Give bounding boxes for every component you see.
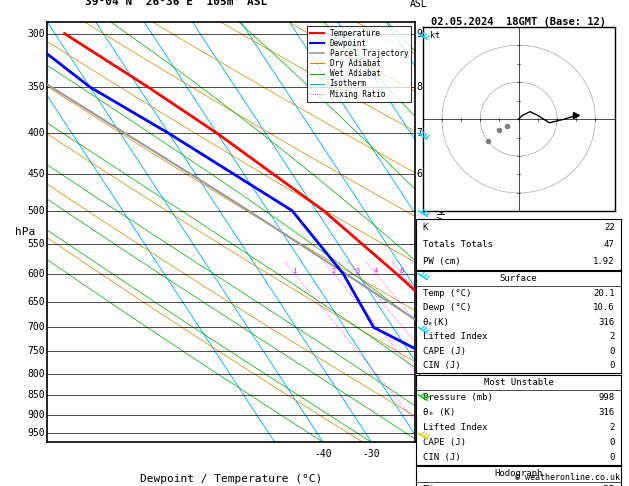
Text: 316: 316 — [599, 408, 615, 417]
Text: CAPE (J): CAPE (J) — [423, 437, 465, 447]
Text: © weatheronline.co.uk: © weatheronline.co.uk — [515, 473, 620, 482]
Text: 650: 650 — [28, 296, 45, 307]
Text: 10.6: 10.6 — [593, 303, 615, 312]
Text: hPa: hPa — [15, 227, 35, 237]
Text: 500: 500 — [28, 206, 45, 216]
Text: kt: kt — [430, 31, 440, 40]
Text: EH: EH — [423, 485, 433, 486]
Text: 2: 2 — [610, 332, 615, 341]
Text: Most Unstable: Most Unstable — [484, 378, 554, 387]
Text: Pressure (mb): Pressure (mb) — [423, 393, 493, 402]
Text: 47: 47 — [604, 240, 615, 249]
Text: 2: 2 — [610, 423, 615, 432]
Text: km
ASL: km ASL — [410, 0, 428, 9]
Text: -40: -40 — [314, 449, 332, 459]
Text: 750: 750 — [28, 347, 45, 356]
Text: K: K — [423, 223, 428, 232]
Text: 450: 450 — [28, 169, 45, 179]
Text: 316: 316 — [599, 318, 615, 327]
Text: 20.1: 20.1 — [593, 289, 615, 297]
Text: 0: 0 — [610, 452, 615, 462]
Text: Lifted Index: Lifted Index — [423, 332, 487, 341]
Text: CAPE (J): CAPE (J) — [423, 347, 465, 356]
Text: 1.92: 1.92 — [593, 257, 615, 266]
Text: 600: 600 — [28, 269, 45, 279]
Text: 3: 3 — [416, 322, 422, 332]
Text: Lifted Index: Lifted Index — [423, 423, 487, 432]
Text: θₑ (K): θₑ (K) — [423, 408, 455, 417]
Text: 2: 2 — [331, 268, 336, 274]
Text: Surface: Surface — [500, 274, 537, 283]
Text: 700: 700 — [28, 322, 45, 332]
Text: 2: 2 — [416, 369, 422, 379]
Text: 998: 998 — [599, 393, 615, 402]
Text: 4: 4 — [374, 268, 378, 274]
Text: 5: 5 — [416, 239, 422, 249]
Text: 0: 0 — [610, 347, 615, 356]
Text: 8: 8 — [416, 82, 422, 92]
Text: 950: 950 — [28, 428, 45, 438]
Text: 3: 3 — [356, 268, 360, 274]
Text: 22: 22 — [604, 223, 615, 232]
Text: 6: 6 — [400, 268, 404, 274]
Text: 350: 350 — [28, 82, 45, 92]
Text: Totals Totals: Totals Totals — [423, 240, 493, 249]
Text: 850: 850 — [28, 390, 45, 399]
Text: -55: -55 — [599, 485, 615, 486]
Text: 800: 800 — [28, 369, 45, 379]
Text: 7: 7 — [416, 128, 422, 139]
Text: LCL: LCL — [416, 392, 433, 402]
Text: 300: 300 — [28, 29, 45, 38]
Text: 0: 0 — [610, 437, 615, 447]
Text: 02.05.2024  18GMT (Base: 12): 02.05.2024 18GMT (Base: 12) — [431, 17, 606, 27]
Text: 0: 0 — [610, 362, 615, 370]
Text: 550: 550 — [28, 239, 45, 249]
Text: -30: -30 — [363, 449, 381, 459]
Text: CIN (J): CIN (J) — [423, 362, 460, 370]
Text: Mixing Ratio (g/kg): Mixing Ratio (g/kg) — [438, 197, 448, 309]
Legend: Temperature, Dewpoint, Parcel Trajectory, Dry Adiabat, Wet Adiabat, Isotherm, Mi: Temperature, Dewpoint, Parcel Trajectory… — [307, 26, 411, 102]
Text: Hodograph: Hodograph — [494, 469, 543, 478]
Text: Dewp (°C): Dewp (°C) — [423, 303, 471, 312]
Text: 400: 400 — [28, 128, 45, 139]
Text: 4: 4 — [416, 269, 422, 279]
Text: 1: 1 — [292, 268, 297, 274]
Text: 1: 1 — [416, 410, 422, 419]
Text: 900: 900 — [28, 410, 45, 419]
Text: Dewpoint / Temperature (°C): Dewpoint / Temperature (°C) — [140, 474, 322, 484]
Text: PW (cm): PW (cm) — [423, 257, 460, 266]
Text: Temp (°C): Temp (°C) — [423, 289, 471, 297]
Text: CIN (J): CIN (J) — [423, 452, 460, 462]
Text: 6: 6 — [416, 169, 422, 179]
Text: 9: 9 — [416, 29, 422, 38]
Text: θₑ(K): θₑ(K) — [423, 318, 449, 327]
Text: 39°04'N  26°36'E  105m  ASL: 39°04'N 26°36'E 105m ASL — [85, 0, 267, 7]
